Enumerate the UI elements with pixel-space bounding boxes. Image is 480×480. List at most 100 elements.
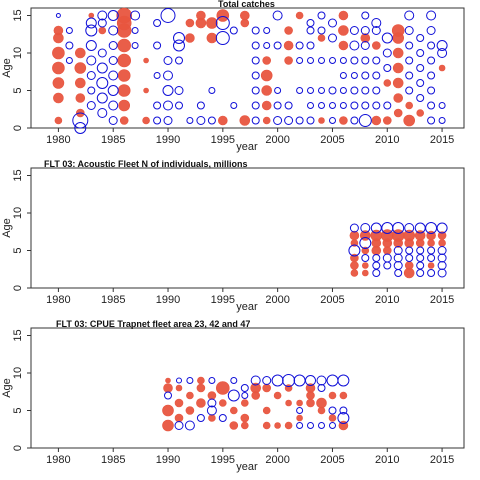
negative-residual-bubble [361,71,370,80]
x-tick-label: 1985 [101,134,125,146]
positive-residual-bubble [196,10,206,21]
positive-residual-bubble [437,231,447,240]
negative-residual-bubble [307,57,314,64]
x-tick-label: 1980 [46,134,70,146]
negative-residual-bubble [174,86,184,95]
positive-residual-bubble [229,421,239,430]
negative-residual-bubble [350,72,358,79]
y-tick-label: 15 [12,9,24,21]
x-tick-label: 2015 [430,294,454,306]
positive-residual-bubble [117,38,131,53]
negative-residual-bubble [184,420,195,431]
positive-residual-bubble [185,18,195,28]
positive-residual-bubble [328,414,337,422]
panel-3-title: FLT 03: CPUE Trapnet fleet area 23, 42 a… [56,319,250,329]
positive-residual-bubble [262,406,271,415]
negative-residual-bubble [251,56,260,65]
negative-residual-bubble [208,87,216,94]
positive-residual-bubble [361,262,369,269]
negative-residual-bubble [329,102,336,109]
negative-residual-bubble [227,389,240,402]
negative-residual-bubble [108,41,118,50]
negative-residual-bubble [153,116,162,125]
positive-residual-bubble [143,87,149,94]
negative-residual-bubble [436,40,448,51]
panel-1-ylabel: Age [1,58,13,78]
negative-residual-bubble [404,10,415,21]
negative-residual-bubble [358,114,372,127]
negative-residual-bubble [305,375,316,386]
positive-residual-bubble [262,56,272,65]
negative-residual-bubble [107,10,119,21]
negative-residual-bubble [393,246,403,255]
panel-3: FLT 03: CPUE Trapnet fleet area 23, 42 a… [1,319,465,473]
y-tick-label: 10 [12,207,24,219]
negative-residual-bubble [160,8,176,23]
negative-residual-bubble [163,70,173,81]
negative-residual-bubble [295,41,304,50]
negative-residual-bubble [241,392,249,399]
negative-residual-bubble [360,26,370,35]
positive-residual-bubble [117,53,131,68]
positive-residual-bubble [74,62,87,74]
panel-1-y-ticks: 0 5 10 15 [12,9,31,131]
panel-1-frame [30,7,465,129]
positive-residual-bubble [283,40,294,51]
negative-residual-bubble [251,86,260,95]
negative-residual-bubble [349,26,359,35]
negative-residual-bubble [108,70,119,81]
positive-residual-bubble [350,269,359,277]
negative-residual-bubble [350,116,359,125]
negative-residual-bubble [108,116,118,125]
positive-residual-bubble [142,116,150,125]
negative-residual-bubble [393,261,403,270]
negative-residual-bubble [382,48,392,58]
positive-residual-bubble [119,116,129,125]
x-tick-label: 1990 [156,294,180,306]
negative-residual-bubble [339,102,347,109]
positive-residual-bubble [240,10,250,21]
negative-residual-bubble [405,246,414,255]
positive-residual-bubble [219,399,227,407]
negative-residual-bubble [307,102,314,109]
negative-residual-bubble [328,18,337,28]
negative-residual-bubble [316,375,327,386]
negative-residual-bubble [405,41,414,50]
negative-residual-bubble [65,27,73,34]
negative-residual-bubble [295,116,304,125]
negative-residual-bubble [339,57,347,64]
positive-residual-bubble [371,115,382,126]
negative-residual-bubble [196,414,205,422]
panel-2-xlabel: year [236,301,258,313]
positive-residual-bubble [360,33,371,43]
positive-residual-bubble [98,26,107,35]
positive-residual-bubble [174,413,184,423]
positive-residual-bubble [52,77,65,89]
y-tick-label: 10 [12,47,24,59]
negative-residual-bubble [416,269,425,277]
negative-residual-bubble [361,11,370,20]
panel-1-xlabel: year [236,141,258,153]
negative-residual-bubble [318,87,325,94]
negative-residual-bubble [263,42,271,49]
positive-residual-bubble [262,383,272,393]
negative-residual-bubble [328,33,337,43]
negative-residual-bubble [383,101,392,110]
negative-residual-bubble [162,85,174,96]
positive-residual-bubble [316,397,327,409]
positive-residual-bubble [239,115,251,126]
positive-residual-bubble [216,9,230,22]
panel-3-ylabel: Age [1,378,13,398]
positive-residual-bubble [162,419,174,432]
positive-residual-bubble [349,230,360,241]
positive-residual-bubble [392,77,404,89]
negative-residual-bubble [296,407,304,414]
positive-residual-bubble [165,377,171,384]
negative-residual-bubble [404,26,414,35]
negative-residual-bubble [251,41,260,50]
negative-residual-bubble [273,116,283,125]
negative-residual-bubble [318,57,325,64]
negative-residual-bubble [273,101,282,110]
positive-residual-bubble [185,33,195,43]
positive-residual-bubble [143,57,149,64]
